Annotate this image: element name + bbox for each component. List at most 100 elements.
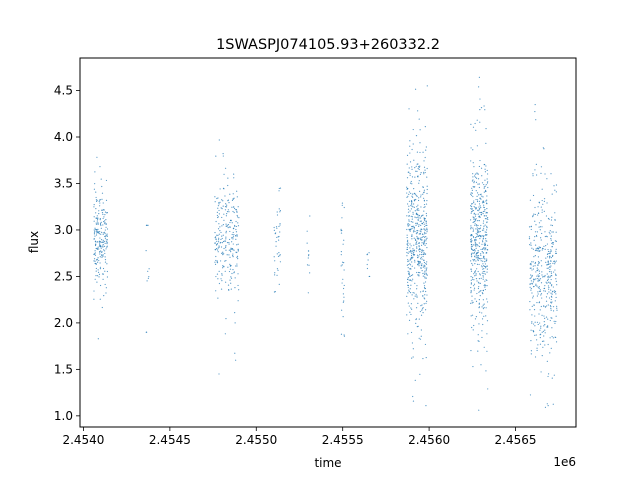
data-point <box>226 254 228 256</box>
data-point <box>487 388 489 390</box>
data-point <box>409 291 412 294</box>
data-point <box>421 233 424 235</box>
data-point <box>425 272 427 274</box>
data-point <box>414 88 417 90</box>
data-point <box>475 243 477 245</box>
data-point <box>549 266 551 268</box>
data-point <box>555 184 558 186</box>
data-point <box>100 227 102 229</box>
data-point <box>94 250 96 252</box>
data-point <box>478 242 480 244</box>
data-point <box>483 306 485 309</box>
data-point <box>483 225 485 227</box>
data-point <box>554 212 556 214</box>
data-point <box>236 256 238 258</box>
data-point <box>95 191 97 193</box>
data-point <box>224 270 226 272</box>
data-cluster <box>366 252 371 278</box>
data-point <box>93 229 95 231</box>
data-point <box>413 298 415 300</box>
y-tick-label: 1.5 <box>54 362 73 376</box>
data-point <box>474 239 477 241</box>
data-point <box>478 203 481 205</box>
data-point <box>536 285 538 287</box>
data-point <box>484 270 486 273</box>
data-point <box>423 228 425 230</box>
data-point <box>418 265 420 267</box>
data-point <box>420 194 422 196</box>
data-point <box>424 270 426 272</box>
data-point <box>478 209 480 211</box>
data-point <box>340 333 343 335</box>
data-point <box>531 274 533 277</box>
data-point <box>482 227 485 229</box>
data-point <box>415 318 418 320</box>
data-point <box>230 282 232 284</box>
data-point <box>475 278 478 280</box>
data-point <box>421 239 423 241</box>
data-point <box>479 295 481 297</box>
data-point <box>535 248 537 250</box>
data-point <box>482 200 485 202</box>
data-point <box>420 256 422 258</box>
data-point <box>476 225 478 227</box>
data-point <box>425 263 428 265</box>
data-point <box>424 228 426 230</box>
data-point <box>534 356 537 358</box>
data-point <box>418 261 420 263</box>
data-point <box>475 218 477 220</box>
data-point <box>229 221 231 224</box>
data-point <box>470 268 472 270</box>
data-point <box>483 187 485 189</box>
data-point <box>414 166 416 169</box>
data-point <box>234 322 236 324</box>
data-point <box>412 253 414 255</box>
data-point <box>409 140 411 142</box>
data-point <box>237 273 239 275</box>
data-point <box>479 211 481 214</box>
data-point <box>95 207 97 210</box>
data-point <box>95 223 98 225</box>
data-point <box>233 173 235 175</box>
data-point <box>554 261 556 263</box>
data-point <box>418 225 420 227</box>
data-point <box>419 248 421 251</box>
data-point <box>102 217 104 220</box>
data-point <box>483 204 485 206</box>
data-point <box>539 336 541 339</box>
data-point <box>420 314 423 316</box>
data-point <box>478 409 480 411</box>
data-point <box>537 206 539 208</box>
data-point <box>275 241 277 243</box>
data-point <box>552 254 554 257</box>
data-point <box>536 277 539 280</box>
data-point <box>530 277 532 279</box>
data-point <box>544 235 546 238</box>
data-point <box>473 324 475 327</box>
data-point <box>411 265 413 267</box>
data-point <box>475 260 477 262</box>
data-point <box>229 279 231 281</box>
data-point <box>95 270 97 272</box>
data-point <box>279 211 281 213</box>
data-point <box>407 188 409 190</box>
data-point <box>532 330 535 332</box>
data-point <box>407 242 409 244</box>
data-point <box>486 182 489 184</box>
data-point <box>553 185 555 187</box>
data-point <box>232 198 234 200</box>
data-point <box>419 220 421 222</box>
data-point <box>236 235 238 237</box>
data-point <box>222 234 224 236</box>
data-point <box>546 279 549 281</box>
data-point <box>95 222 97 224</box>
data-point <box>555 296 557 299</box>
data-point <box>534 103 536 106</box>
data-point <box>234 286 236 289</box>
data-point <box>414 176 416 178</box>
data-point <box>104 283 106 286</box>
data-point <box>470 246 472 248</box>
data-point <box>546 236 548 238</box>
data-point <box>483 235 485 237</box>
data-point <box>426 176 428 178</box>
